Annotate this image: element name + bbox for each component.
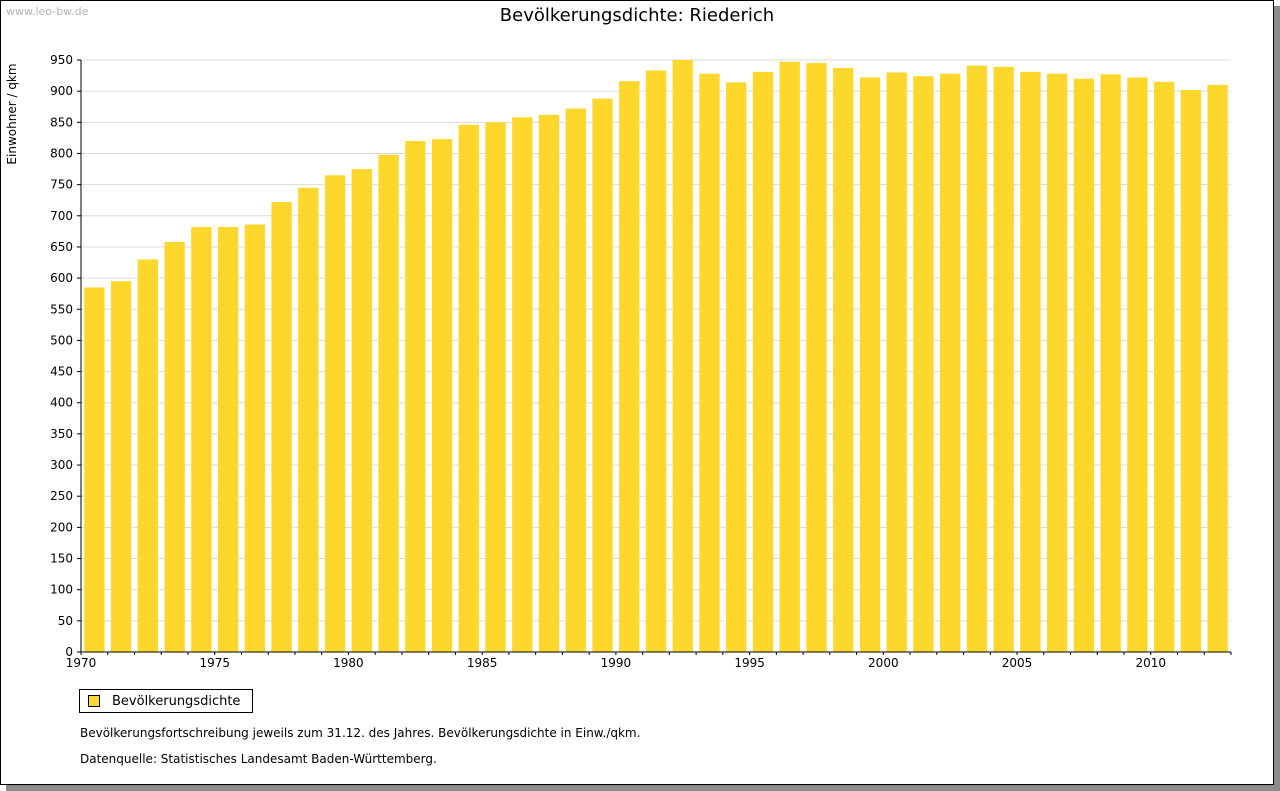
bar bbox=[1073, 78, 1095, 652]
legend: Bevölkerungsdichte bbox=[79, 689, 254, 713]
legend-swatch bbox=[88, 695, 100, 707]
bar bbox=[645, 70, 667, 652]
bar bbox=[859, 77, 881, 652]
bar bbox=[512, 117, 533, 653]
bar bbox=[110, 281, 132, 652]
x-tick-label: 2000 bbox=[868, 656, 899, 670]
x-tick-label: 1970 bbox=[66, 656, 97, 670]
bar bbox=[485, 122, 506, 652]
bar bbox=[431, 139, 453, 652]
bar bbox=[351, 169, 372, 653]
bar bbox=[619, 81, 640, 652]
y-tick-label: 0 bbox=[65, 645, 73, 659]
bar bbox=[833, 68, 854, 652]
y-tick-label: 400 bbox=[50, 396, 73, 410]
watermark: www.leo-bw.de bbox=[6, 5, 89, 18]
y-tick-label: 450 bbox=[50, 365, 73, 379]
y-tick-label: 250 bbox=[50, 489, 73, 503]
bar-layer bbox=[84, 60, 1228, 653]
bar bbox=[779, 61, 800, 653]
y-tick-label: 200 bbox=[50, 520, 73, 534]
bar bbox=[565, 108, 586, 652]
bar bbox=[592, 98, 613, 652]
bar bbox=[1180, 89, 1202, 653]
y-tick-label: 750 bbox=[50, 178, 73, 192]
x-tick-label: 1980 bbox=[333, 656, 364, 670]
x-tick-label: 2005 bbox=[1002, 656, 1033, 670]
bar bbox=[699, 73, 720, 652]
bar bbox=[164, 241, 185, 653]
bar bbox=[1127, 77, 1148, 652]
y-tick-label: 350 bbox=[50, 427, 73, 441]
y-tick-label: 50 bbox=[58, 614, 73, 628]
bar bbox=[538, 114, 560, 653]
bar bbox=[726, 82, 747, 652]
y-tick-label: 700 bbox=[50, 209, 73, 223]
bar bbox=[271, 202, 292, 652]
bar bbox=[324, 175, 346, 652]
x-tick-label: 1990 bbox=[601, 656, 632, 670]
bar bbox=[913, 76, 934, 653]
y-tick-label: 550 bbox=[50, 302, 73, 316]
footnote-source: Datenquelle: Statistisches Landesamt Bad… bbox=[80, 752, 437, 766]
bar bbox=[1100, 74, 1121, 652]
bar bbox=[806, 63, 827, 653]
axis-layer: 0 50 100 150 200 250 300 350 400 450 500 550 600 650 7… bbox=[50, 53, 1232, 670]
bar bbox=[966, 65, 988, 653]
bar bbox=[940, 73, 961, 652]
footnote-description: Bevölkerungsfortschreibung jeweils zum 3… bbox=[80, 726, 641, 740]
bar bbox=[752, 71, 774, 653]
bar bbox=[1153, 81, 1175, 652]
y-tick-label: 950 bbox=[50, 53, 73, 67]
bar bbox=[458, 124, 479, 653]
y-tick-label: 500 bbox=[50, 333, 73, 347]
y-tick-label: 150 bbox=[50, 552, 73, 566]
bar bbox=[886, 72, 907, 653]
bar bbox=[1207, 84, 1228, 652]
y-axis-label: Einwohner / qkm bbox=[5, 63, 19, 164]
x-tick-label: 1985 bbox=[467, 656, 498, 670]
x-tick-label: 2010 bbox=[1135, 656, 1166, 670]
legend-label: Bevölkerungsdichte bbox=[112, 693, 241, 709]
bar bbox=[298, 187, 319, 652]
y-tick-label: 600 bbox=[50, 271, 73, 285]
y-tick-label: 100 bbox=[50, 583, 73, 597]
bar bbox=[672, 60, 693, 652]
bar bbox=[191, 227, 212, 652]
x-tick-label: 1975 bbox=[199, 656, 230, 670]
bar bbox=[84, 287, 105, 652]
y-tick-label: 850 bbox=[50, 115, 73, 129]
bar bbox=[137, 259, 159, 652]
bar bbox=[244, 224, 265, 653]
bar bbox=[1020, 71, 1041, 653]
bar bbox=[378, 154, 399, 652]
x-tick-label: 1995 bbox=[734, 656, 765, 670]
chart-title: Bevölkerungsdichte: Riederich bbox=[500, 5, 774, 26]
y-tick-label: 650 bbox=[50, 240, 73, 254]
y-tick-label: 800 bbox=[50, 146, 73, 160]
bar bbox=[217, 227, 239, 652]
bar bbox=[993, 66, 1014, 652]
bar bbox=[405, 141, 426, 652]
y-tick-label: 900 bbox=[50, 84, 73, 98]
bar bbox=[1047, 73, 1068, 652]
y-tick-label: 300 bbox=[50, 458, 73, 472]
